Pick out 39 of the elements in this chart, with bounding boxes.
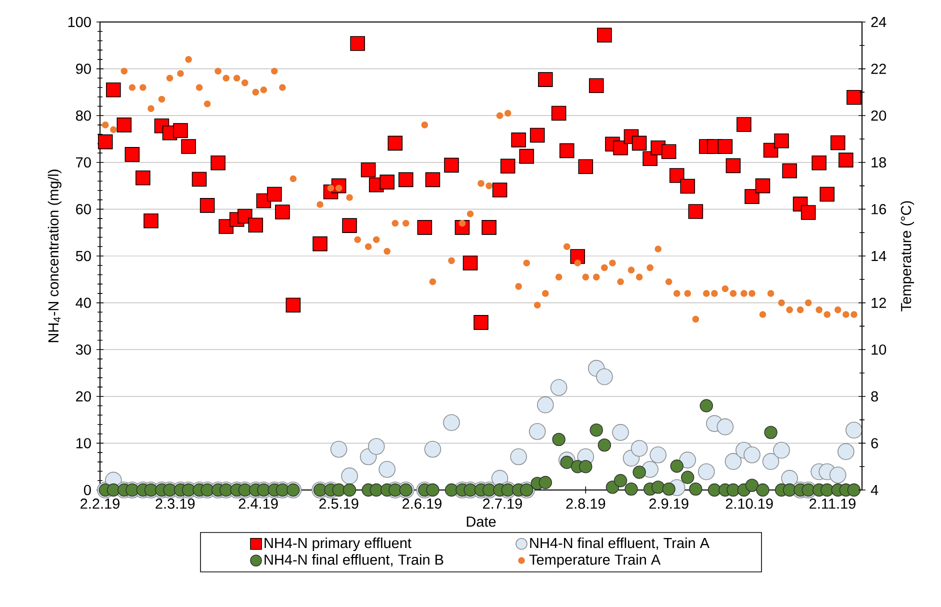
x-tick-label: 2.3.19: [156, 498, 195, 509]
y2-tick-label: 24: [871, 16, 886, 28]
y-axis-title: NH$_{4}$-N concentration (mg/l): [48, 170, 62, 342]
y2-tick-label: 22: [871, 64, 886, 74]
x-tick-label: 2.2.19: [80, 498, 120, 509]
x-tick-label: 2.8.19: [566, 498, 606, 509]
y2-tick-label: 8: [871, 391, 878, 402]
y2-tick-label: 16: [872, 204, 886, 214]
x-tick-label: 2.9.19: [649, 498, 688, 509]
y-tick-label: 20: [76, 391, 91, 402]
y-tick-label: 10: [76, 438, 91, 448]
x-tick-label: 2.10.19: [726, 498, 773, 509]
y2-axis-title: Temperature (°C): [900, 201, 914, 312]
legend-label: NH4-N primary effluent: [264, 538, 412, 552]
y-tick-label: 40: [76, 298, 91, 308]
legend-label: Temperature Train A: [529, 554, 661, 568]
y-tick-label: 80: [76, 110, 91, 121]
y2-tick-label: 12: [872, 298, 886, 308]
y2-tick-label: 6: [871, 438, 878, 448]
x-tick-label: 2.4.19: [238, 498, 278, 509]
y2-tick-label: 18: [872, 157, 886, 168]
x-axis-title: Date: [466, 516, 496, 527]
y-tick-label: 100: [68, 16, 91, 28]
y-tick-label: 70: [76, 157, 91, 168]
y-tick-label: 60: [76, 204, 91, 214]
y-tick-label: 50: [76, 250, 91, 262]
x-tick-label: 2.11.19: [810, 498, 856, 509]
legend-label: NH4-N final effluent, Train B: [264, 554, 444, 567]
y2-tick-label: 20: [871, 110, 886, 121]
y-tick-label: 0: [84, 484, 91, 496]
y2-tick-label: 4: [870, 485, 878, 495]
legend-label: NH4-N final effluent, Train A: [530, 538, 710, 550]
y2-tick-label: 14: [872, 251, 886, 261]
y2-tick-label: 10: [872, 344, 886, 355]
x-tick-label: 2.7.19: [483, 498, 522, 509]
y-tick-label: 30: [76, 344, 91, 355]
x-tick-label: 2.6.19: [402, 498, 442, 509]
y-tick-label: 90: [76, 64, 91, 74]
x-tick-label: 2.5.19: [319, 498, 358, 509]
